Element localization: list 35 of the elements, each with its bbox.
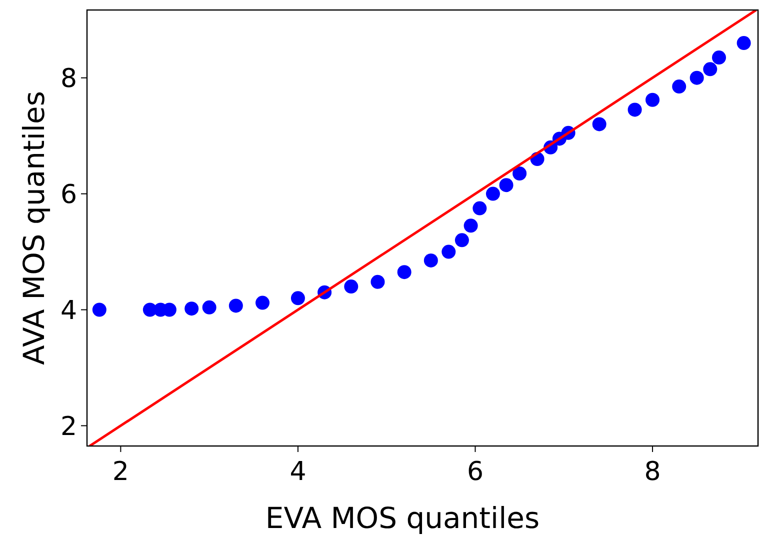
- point: [442, 244, 456, 259]
- point: [228, 298, 243, 313]
- point: [256, 296, 270, 310]
- point: [486, 186, 500, 201]
- point: [628, 102, 642, 117]
- point: [184, 302, 199, 316]
- point: [712, 50, 726, 65]
- y-tick-label: 6: [60, 180, 77, 210]
- point: [736, 36, 751, 50]
- point: [499, 178, 514, 192]
- point: [690, 70, 704, 85]
- point: [703, 62, 718, 76]
- point: [92, 302, 106, 317]
- point: [646, 92, 660, 107]
- point: [290, 291, 305, 306]
- point: [464, 218, 478, 233]
- x-tick-label: 2: [112, 457, 129, 487]
- x-tick-label: 4: [290, 457, 306, 487]
- x-axis-title: EVA MOS quantiles: [265, 501, 540, 535]
- point: [472, 201, 487, 216]
- x-tick-label: 6: [466, 457, 484, 487]
- x-tick-label: 8: [644, 457, 661, 487]
- point: [454, 233, 469, 248]
- point: [202, 300, 216, 314]
- y-tick-label: 4: [60, 296, 77, 326]
- y-tick-label: 8: [60, 64, 77, 94]
- point: [344, 280, 358, 294]
- point: [592, 117, 606, 132]
- point: [370, 274, 385, 289]
- point: [512, 166, 527, 180]
- y-tick-label: 2: [60, 412, 77, 442]
- y-axis-title: AVA MOS quantiles: [17, 91, 51, 365]
- point: [672, 80, 686, 94]
- point: [397, 265, 412, 280]
- point: [424, 253, 438, 268]
